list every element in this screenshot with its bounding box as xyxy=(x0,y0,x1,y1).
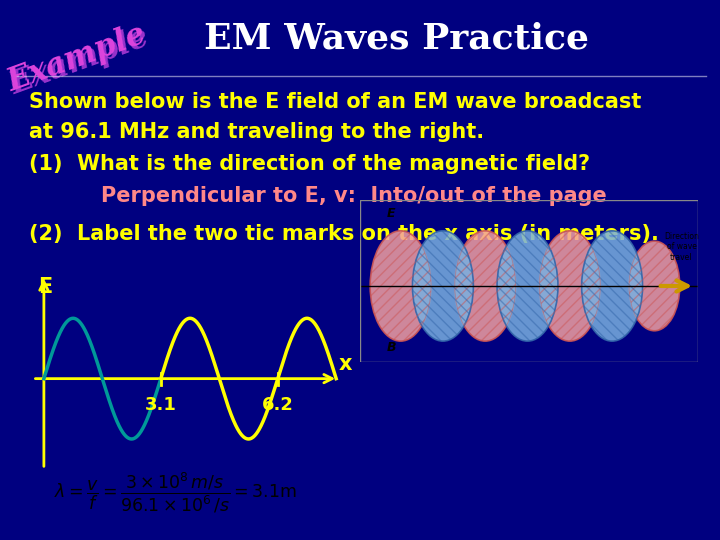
Text: 6.2: 6.2 xyxy=(262,395,294,414)
Text: Shown below is the E field of an EM wave broadcast: Shown below is the E field of an EM wave… xyxy=(29,92,642,112)
Text: EM Waves Practice: EM Waves Practice xyxy=(204,22,588,56)
Ellipse shape xyxy=(539,231,600,341)
Ellipse shape xyxy=(582,231,642,341)
Text: E: E xyxy=(38,277,53,297)
Text: x: x xyxy=(339,354,352,374)
Text: 3.1: 3.1 xyxy=(145,395,176,414)
Text: Direction
of wave
travel: Direction of wave travel xyxy=(664,232,699,262)
Ellipse shape xyxy=(455,231,516,341)
Text: at 96.1 MHz and traveling to the right.: at 96.1 MHz and traveling to the right. xyxy=(29,122,484,141)
Text: E: E xyxy=(387,207,395,220)
Text: B: B xyxy=(387,341,397,354)
Ellipse shape xyxy=(370,231,431,341)
Text: Example: Example xyxy=(6,22,153,100)
Text: Example: Example xyxy=(4,19,151,98)
Ellipse shape xyxy=(629,241,680,331)
Ellipse shape xyxy=(497,231,558,341)
Text: Perpendicular to E, v:  Into/out of the page: Perpendicular to E, v: Into/out of the p… xyxy=(101,186,606,206)
Text: $\lambda = \dfrac{v}{f} = \dfrac{3 \times 10^8 \, m/s}{96.1 \times 10^6 \, /s} =: $\lambda = \dfrac{v}{f} = \dfrac{3 \time… xyxy=(54,471,297,515)
Text: (2)  Label the two tic marks on the x axis (in meters).: (2) Label the two tic marks on the x axi… xyxy=(29,224,659,244)
Ellipse shape xyxy=(413,231,473,341)
Text: (1)  What is the direction of the magnetic field?: (1) What is the direction of the magneti… xyxy=(29,154,590,174)
